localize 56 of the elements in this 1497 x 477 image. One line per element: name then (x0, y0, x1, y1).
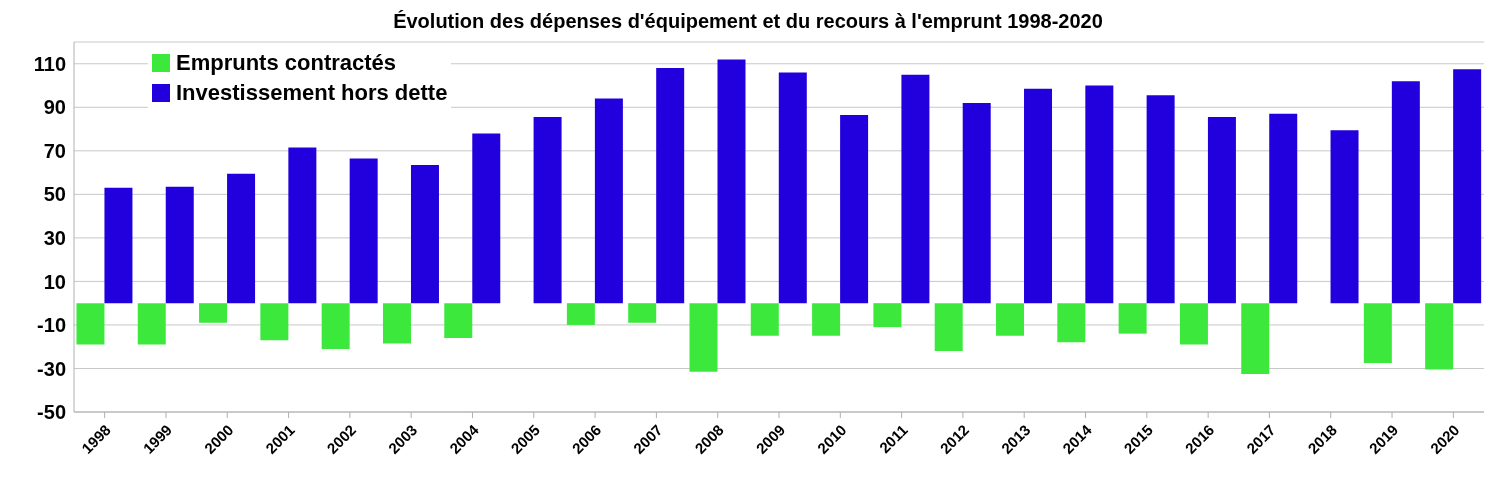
y-tick-label: 90 (43, 96, 66, 119)
bar (1085, 85, 1114, 304)
bar (812, 303, 841, 336)
bar (594, 98, 623, 304)
bar (472, 133, 501, 304)
bar (410, 164, 439, 304)
legend-label: Emprunts contractés (176, 49, 397, 77)
y-tick-label: 10 (43, 270, 66, 293)
bar (566, 303, 595, 325)
bar (1146, 95, 1175, 304)
chart-title: Évolution des dépenses d'équipement et du recours à l'emprunt 1998-2020 (392, 9, 1104, 34)
bar (1207, 117, 1236, 304)
bar (165, 186, 194, 304)
bar (76, 303, 105, 345)
bar (962, 102, 991, 304)
bar (996, 303, 1025, 336)
y-tick-label: 30 (43, 226, 66, 249)
y-tick-label: 50 (43, 183, 66, 206)
bar (1118, 303, 1147, 334)
bar (840, 114, 869, 304)
bar (137, 303, 166, 345)
bar (1391, 81, 1420, 304)
bar (1024, 88, 1053, 304)
y-tick-label: -50 (37, 401, 66, 424)
bar (260, 303, 289, 341)
bar (1269, 113, 1298, 304)
bar (689, 303, 718, 372)
bar (778, 72, 807, 304)
y-tick-label: 70 (43, 139, 66, 162)
bar (288, 147, 317, 304)
bar (934, 303, 963, 352)
y-tick-label: -10 (37, 314, 66, 337)
bar (104, 187, 133, 304)
bar (901, 74, 930, 304)
bar (628, 303, 657, 323)
bar (1453, 69, 1482, 304)
bar (199, 303, 228, 323)
bar (717, 59, 746, 304)
y-tick-label: 110 (33, 52, 66, 75)
bar (321, 303, 350, 349)
bar (750, 303, 779, 336)
bar (1179, 303, 1208, 345)
bar (1057, 303, 1086, 343)
bar (1363, 303, 1392, 364)
bar (444, 303, 473, 338)
y-tick-label: -30 (37, 357, 66, 380)
bar (227, 173, 256, 304)
legend-label: Investissement hors dette (176, 79, 448, 107)
bar (1241, 303, 1270, 374)
bar (349, 158, 378, 304)
bar (1330, 130, 1359, 304)
bar (382, 303, 411, 344)
bar (873, 303, 902, 328)
bar (656, 68, 685, 304)
bar (533, 117, 562, 304)
bar (1425, 303, 1454, 370)
